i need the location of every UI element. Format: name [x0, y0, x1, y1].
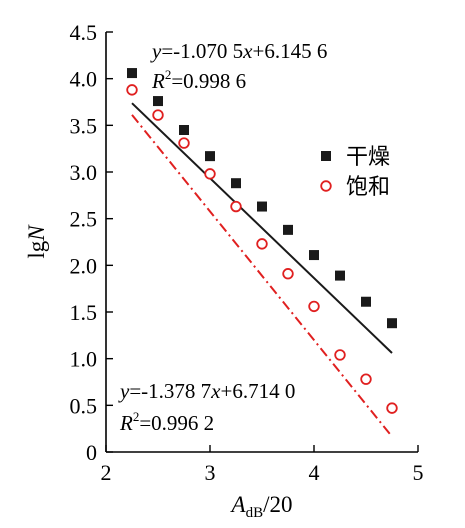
data-point-series-1: [360, 373, 372, 385]
y-tick-label: 0: [86, 440, 97, 465]
data-point-series-1: [308, 300, 320, 313]
y-tick-label: 3.5: [70, 113, 98, 138]
y-axis-label-main: lg: [24, 240, 49, 258]
fit-lines: [131, 102, 393, 438]
annotations: y=-1.070 5x+6.145 6R2=0.998 6y=-1.378 7x…: [118, 39, 327, 435]
data-point-series-1: [204, 168, 216, 180]
legend-label-series-0: 干燥: [346, 145, 390, 170]
r-squared-series-0: R2=0.998 6: [151, 67, 246, 93]
legend-label-series-1: 饱和: [346, 175, 390, 200]
data-marks: [126, 68, 398, 414]
equation-y: y: [150, 39, 162, 63]
legend-marker-series-1: [320, 180, 332, 192]
r2-sup: 2: [133, 409, 140, 424]
data-point-series-1: [152, 109, 164, 121]
r2-r: R: [151, 69, 165, 93]
data-point-series-1: [386, 402, 398, 414]
data-point-series-0: [205, 151, 215, 162]
data-point-series-1: [334, 349, 346, 361]
data-point-series-0: [361, 296, 371, 307]
data-point-series-0: [231, 178, 241, 189]
r2-sup: 2: [165, 67, 172, 82]
y-tick-label: 0.5: [70, 393, 98, 418]
x-tick-label: 5: [413, 460, 424, 485]
equation-y: y: [118, 379, 130, 403]
data-point-series-1: [178, 137, 190, 149]
y-tick-label: 4.0: [70, 67, 98, 92]
fit-line-series-0: [131, 102, 393, 354]
data-point-series-0: [179, 125, 189, 135]
x-axis-label-sub: dB: [246, 505, 264, 521]
y-tick-label: 2.5: [70, 207, 98, 232]
data-point-series-1: [126, 84, 138, 96]
r-squared-series-1: R2=0.996 2: [119, 409, 214, 435]
x-tick-label: 2: [101, 460, 112, 485]
y-tick-label: 3.0: [70, 160, 98, 185]
r2-value: =0.996 2: [139, 411, 214, 435]
x-axis-label: AdB/20: [230, 492, 293, 521]
data-point-series-0: [257, 201, 267, 212]
y-axis-label: lgN: [24, 224, 49, 259]
y-tick-label: 1.5: [70, 300, 98, 325]
y-tick-label: 1.0: [70, 347, 98, 372]
fit-equation-series-1: y=-1.378 7x+6.714 0: [118, 379, 295, 403]
equation-x: x: [242, 39, 253, 63]
equation-body: =-1.378 7: [129, 379, 211, 403]
y-tick-label: 2.0: [70, 253, 98, 278]
data-point-series-1: [230, 200, 242, 213]
x-axis-label-suffix: /20: [263, 492, 292, 517]
y-tick-label: 4.5: [70, 20, 98, 45]
data-point-series-0: [153, 96, 163, 107]
x-tick-label: 4: [309, 460, 320, 485]
equation-body: =-1.070 5: [161, 39, 243, 63]
y-axis-label-italic: N: [24, 224, 49, 242]
equation-x: x: [210, 379, 221, 403]
equation-tail: +6.714 0: [221, 379, 296, 403]
data-point-series-1: [256, 238, 268, 250]
r2-r: R: [119, 411, 133, 435]
x-axis-label-main: A: [230, 492, 247, 517]
equation-tail: +6.145 6: [253, 39, 328, 63]
data-point-series-0: [283, 224, 293, 235]
data-point-series-0: [387, 318, 397, 329]
x-tick-label: 3: [205, 460, 216, 485]
data-point-series-0: [309, 250, 319, 261]
data-point-series-1: [282, 268, 294, 280]
r2-value: =0.998 6: [171, 69, 246, 93]
data-point-series-0: [127, 68, 137, 79]
data-point-series-0: [335, 270, 345, 281]
fit-line-series-1: [131, 114, 393, 438]
axes: 2 3 4 5 0 0.5 1.0 1.5 2.0 2.5 3.0 3.5 4.0 4.5 AdB/20 lg…: [24, 20, 424, 521]
fit-equation-series-0: y=-1.070 5x+6.145 6: [150, 39, 327, 63]
legend-marker-series-0: [321, 151, 331, 161]
